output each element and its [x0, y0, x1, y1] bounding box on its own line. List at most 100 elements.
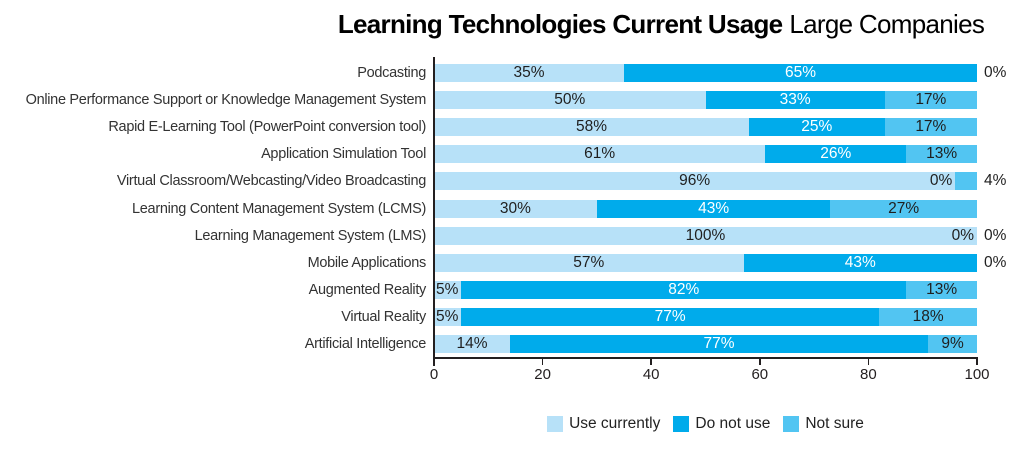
x-axis-tick-label: 40 [642, 366, 660, 383]
bar-row: 61% 26% 13% [434, 145, 977, 164]
x-axis-tick-label: 100 [964, 366, 990, 383]
bar-row: 100% 0% 0% [434, 226, 1006, 245]
bar-value-label: 26% [820, 145, 852, 163]
bar-segment-do-not-use [743, 253, 977, 272]
x-axis-tick [867, 357, 870, 365]
bar-value-label: 27% [888, 199, 920, 217]
bar-value-label: 96% [679, 172, 711, 190]
category-label: Online Performance Support or Knowledge … [25, 92, 427, 109]
bar-segment-not-sure [830, 199, 977, 218]
bar-row: 58% 25% 17% [434, 118, 977, 137]
bar-row: 57% 43% 0% [434, 253, 1006, 272]
bar-value-label: 25% [801, 118, 833, 136]
bar-segment-not-sure [884, 118, 977, 137]
bar-segment-use-currently [434, 199, 597, 218]
bar-value-label: 50% [554, 91, 586, 109]
bar-value-label: 5% [436, 280, 459, 298]
chart-title: Learning Technologies Current Usage Large… [300, 9, 1021, 40]
bar-row: 5% 77% 18% [434, 307, 977, 326]
bar-row: 96% 0% 4% [434, 172, 1006, 191]
x-axis-tick [976, 357, 978, 365]
bar-value-label: 17% [915, 118, 947, 136]
category-labels: Podcasting Online Performance Support or … [0, 58, 427, 358]
bar-value-label: 65% [785, 64, 817, 81]
chart-title-suffix: Large Companies [789, 9, 985, 39]
bar-value-label: 13% [926, 280, 958, 298]
bar-value-label: 58% [575, 118, 607, 136]
bar-segment-not-sure [906, 145, 977, 164]
bar-segment-do-not-use [765, 145, 907, 164]
bar-value-label: 0% [984, 226, 1007, 244]
x-axis-tick-label: 20 [534, 366, 551, 383]
bar-segment-use-currently [434, 280, 462, 299]
category-label: Mobile Applications [307, 254, 427, 271]
bar-value-label: 13% [926, 145, 958, 163]
legend-label: Do not use [695, 415, 771, 432]
bar-value-label: 0% [951, 226, 974, 244]
bar-segment-use-currently [434, 172, 956, 191]
bar-value-label: 0% [984, 253, 1007, 271]
bar-row: 5% 82% 13% [434, 280, 977, 299]
bar-value-label: 4% [984, 172, 1007, 190]
x-axis-tick [433, 357, 435, 365]
category-label: Learning Content Management System (LCMS… [132, 200, 426, 217]
bar-segment-use-currently [434, 307, 462, 326]
bar-row: 35% 65% 0% [434, 64, 1006, 82]
category-label: Rapid E-Learning Tool (PowerPoint conver… [108, 119, 426, 136]
bar-value-label: 0% [984, 64, 1007, 81]
bar-value-label: 82% [668, 280, 700, 298]
x-axis-tick-label: 0 [429, 366, 439, 383]
bar-value-label: 18% [912, 307, 944, 325]
bar-segment-do-not-use [624, 64, 977, 82]
x-axis-tick-label: 80 [860, 366, 877, 383]
bar-value-label: 17% [915, 91, 947, 109]
bar-segment-not-sure [906, 280, 977, 299]
bar-value-label: 43% [698, 199, 730, 217]
legend-label: Use currently [569, 415, 661, 432]
bar-segment-use-currently [434, 118, 749, 137]
legend-label: Not sure [805, 415, 864, 432]
bar-row: 50% 33% 17% [434, 91, 977, 110]
bar-value-label: 43% [844, 253, 876, 271]
legend-swatch-not-sure [783, 416, 800, 432]
category-label: Virtual Reality [341, 308, 426, 325]
bar-segment-use-currently [434, 64, 625, 82]
bar-segment-use-currently [434, 91, 706, 110]
legend-item: Do not use [673, 415, 770, 433]
bar-value-label: 0% [929, 172, 953, 190]
bar-row: 30% 43% 27% [434, 199, 977, 218]
x-axis-tick [541, 357, 544, 365]
legend-item: Not sure [783, 415, 864, 433]
category-label: Podcasting [357, 65, 426, 81]
bar-segment-not-sure [928, 335, 977, 353]
bar-value-label: 14% [456, 335, 488, 352]
bar-segment-not-sure [955, 172, 977, 191]
bar-value-label: 33% [779, 91, 811, 109]
bar-segment-not-sure [884, 91, 977, 110]
bar-segment-use-currently [434, 145, 766, 164]
category-label: Learning Management System (LMS) [194, 227, 427, 244]
bar-value-label: 77% [654, 307, 686, 325]
category-label: Artificial Intelligence [304, 336, 427, 352]
bar-value-label: 61% [584, 145, 616, 163]
y-axis-line [433, 57, 435, 366]
bar-segment-use-currently [434, 226, 977, 245]
x-axis-tick-label: 60 [751, 366, 769, 383]
bar-value-label: 35% [513, 64, 545, 81]
bar-segment-do-not-use [461, 280, 907, 299]
bar-value-label: 9% [941, 335, 964, 352]
bar-segment-not-sure [879, 307, 977, 326]
x-axis-tick [650, 357, 652, 365]
bar-segment-do-not-use [705, 91, 885, 110]
x-axis-line [433, 357, 978, 359]
bar-row: 14% 77% 9% [434, 335, 977, 353]
bar-segment-do-not-use [596, 199, 831, 218]
bar-segment-do-not-use [748, 118, 885, 137]
legend-swatch-do-not-use [673, 416, 690, 432]
bar-segment-do-not-use [461, 307, 880, 326]
category-label: Augmented Reality [308, 281, 427, 298]
bar-segment-do-not-use [510, 335, 929, 353]
x-axis-tick [759, 357, 761, 365]
legend-swatch-use-currently [547, 416, 564, 432]
bar-value-label: 77% [703, 335, 735, 352]
